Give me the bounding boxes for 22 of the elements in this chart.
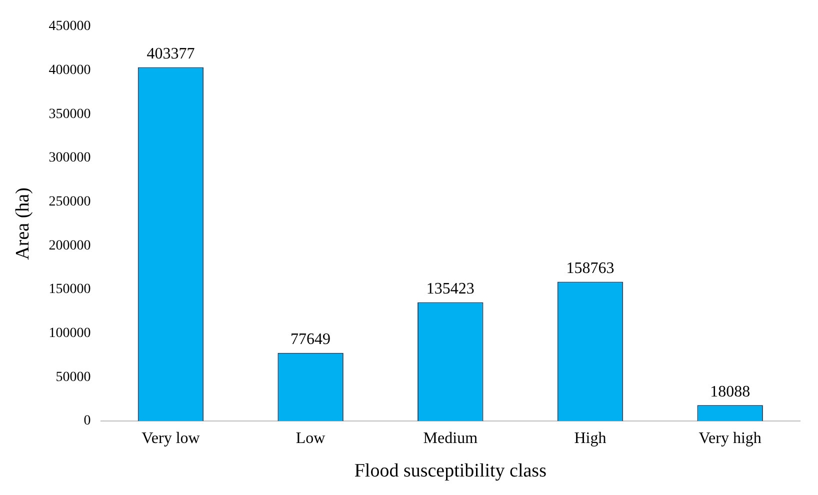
data-label: 18088: [710, 383, 750, 400]
data-label: 403377: [146, 45, 195, 62]
y-tick-label: 150000: [48, 282, 91, 298]
y-tick-label: 300000: [48, 150, 91, 166]
y-tick-label: 400000: [48, 62, 91, 78]
x-axis-title: Flood susceptibility class: [354, 460, 546, 482]
y-tick-label: 100000: [48, 326, 91, 341]
y-tick-label: 50000: [56, 370, 91, 385]
y-tick-label: 200000: [48, 238, 91, 254]
x-tick-label: Medium: [423, 430, 478, 447]
x-tick-label: High: [574, 430, 606, 447]
data-label: 158763: [566, 260, 614, 277]
y-axis-title: Area (ha): [12, 188, 34, 260]
data-label: 135423: [426, 280, 474, 298]
data-label: 77649: [290, 331, 331, 348]
y-tick-label: 0: [84, 414, 91, 429]
x-tick-label: Low: [296, 430, 326, 447]
x-tick-label: Very low: [142, 430, 200, 447]
y-tick-label: 350000: [48, 106, 91, 122]
x-tick-label: Very high: [698, 430, 762, 447]
y-tick-label: 450000: [48, 19, 91, 34]
y-tick-label: 250000: [48, 194, 91, 210]
